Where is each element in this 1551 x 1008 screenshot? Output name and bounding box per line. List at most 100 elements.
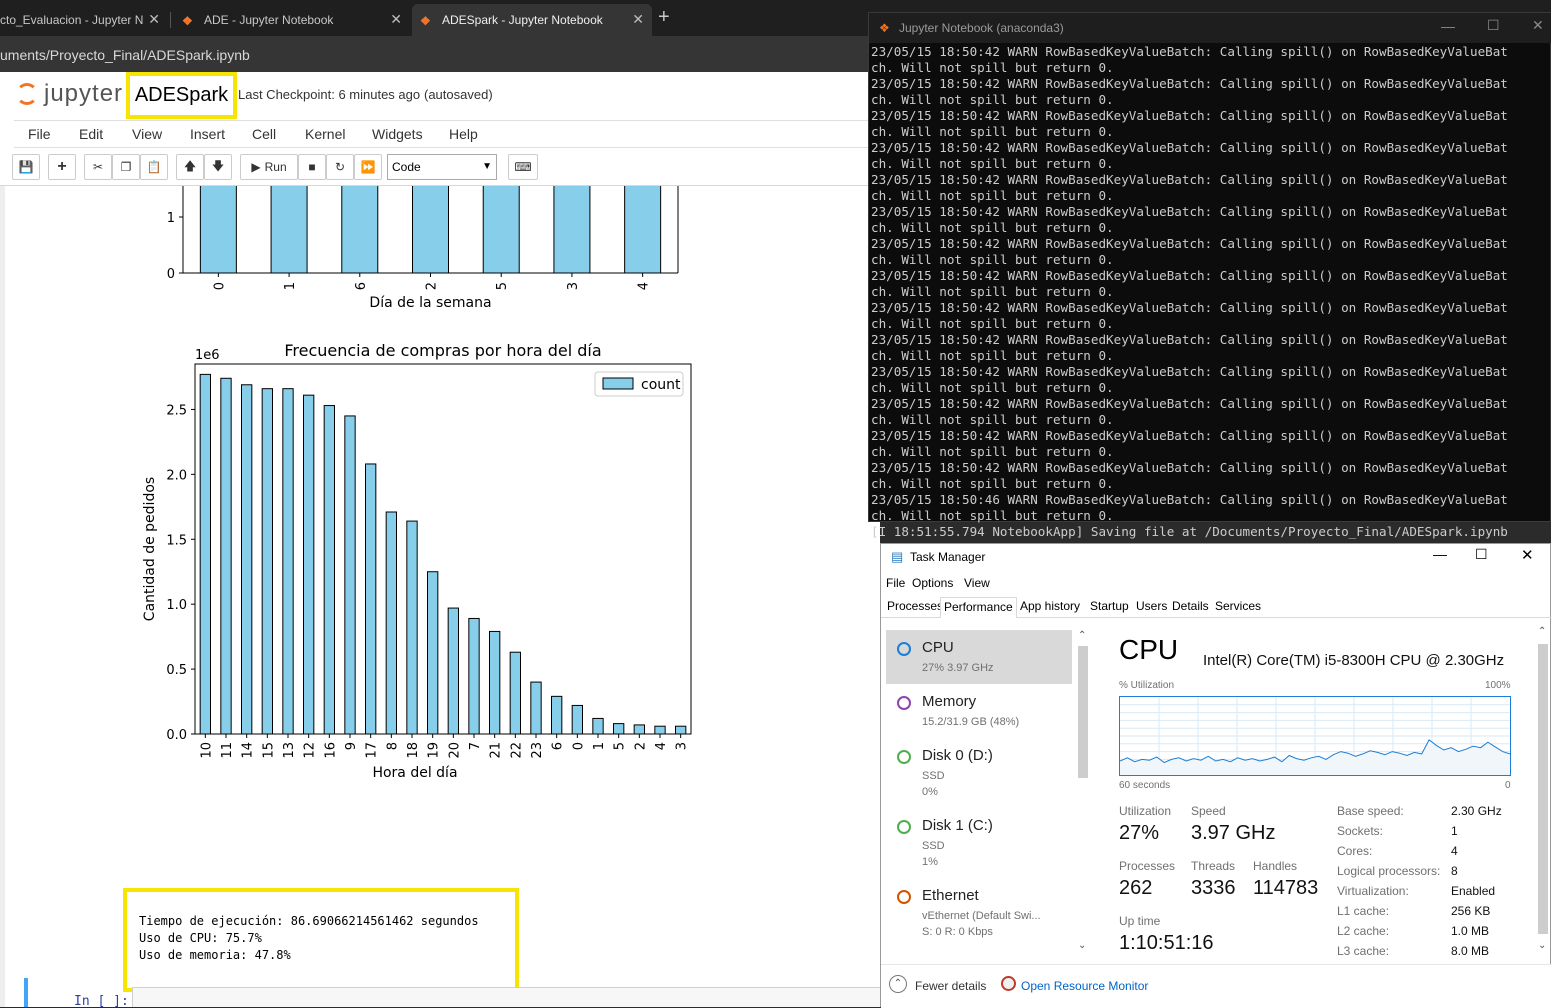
bar-hour-21	[489, 630, 501, 735]
console-line: ch. Will not spill but return 0.	[871, 60, 1114, 75]
console-line: 23/05/15 18:50:42 WARN RowBasedKeyValueB…	[871, 268, 1508, 283]
run-button[interactable]: ▶ Run	[240, 154, 298, 180]
output-cpu: Uso de CPU: 75.7%	[139, 931, 262, 945]
save-button[interactable]: 💾	[12, 154, 40, 180]
notebook-name[interactable]: ADESpark	[126, 72, 237, 119]
cut-button[interactable]: ✂	[84, 154, 112, 180]
spec-label: L3 cache:	[1337, 944, 1390, 958]
jupyter-logo-icon	[16, 83, 38, 105]
interrupt-button[interactable]: ■	[298, 154, 326, 180]
jupyter-icon: ❖	[879, 21, 890, 35]
spec-label: L1 cache:	[1337, 904, 1390, 918]
close-icon[interactable]: ✕	[1521, 547, 1534, 564]
menu-help[interactable]: Help	[449, 126, 478, 142]
console-line: 23/05/15 18:50:42 WARN RowBasedKeyValueB…	[871, 204, 1508, 219]
jupyter-logo[interactable]: jupyter	[16, 78, 123, 110]
chevron-down-icon[interactable]: ⌄	[1538, 940, 1547, 951]
fewer-details-link[interactable]: Fewer details	[915, 979, 987, 993]
chevron-up-icon[interactable]: ⌃	[1538, 626, 1547, 637]
cell-type-select[interactable]: Code ▼	[387, 154, 497, 180]
input-cell[interactable]: In [ ]:	[24, 978, 880, 1007]
tm-menu-options[interactable]: Options	[912, 576, 954, 590]
close-icon[interactable]: ✕	[632, 11, 644, 27]
menu-cell[interactable]: Cell	[252, 126, 277, 142]
menu-edit[interactable]: Edit	[79, 126, 104, 142]
add-cell-button[interactable]: +	[48, 154, 76, 180]
keyboard-icon: ⌨	[514, 160, 532, 174]
top-chart-bar	[270, 186, 308, 274]
jupyter-tab-icon: ❖	[182, 14, 193, 28]
output-memory: Uso de memoria: 47.8%	[139, 948, 291, 962]
menu-widgets[interactable]: Widgets	[372, 126, 423, 142]
close-icon[interactable]: ✕	[1532, 17, 1544, 33]
menu-view[interactable]: View	[132, 126, 163, 142]
tab-services[interactable]: Services	[1215, 599, 1262, 613]
browser-tab-evaluacion[interactable]: cto_Evaluacion - Jupyter N ✕	[0, 4, 168, 36]
restart-button[interactable]: ↻	[326, 154, 354, 180]
chevron-up-icon[interactable]: ⌃	[889, 975, 907, 993]
resource-cpu[interactable]: CPU 27% 3.97 GHz	[886, 630, 1072, 684]
task-manager-window: ▤ Task Manager — ☐ ✕ File Options View P…	[880, 543, 1551, 1008]
disk-dot-icon	[897, 750, 911, 764]
tab-details[interactable]: Details	[1172, 599, 1209, 613]
browser-tab-ade[interactable]: ❖ ADE - Jupyter Notebook ✕	[174, 4, 410, 36]
restart-run-all-button[interactable]: ⏩	[354, 154, 382, 180]
processes-label: Processes	[1119, 859, 1176, 873]
menu-kernel[interactable]: Kernel	[305, 126, 346, 142]
bar-hour-15	[261, 388, 273, 735]
handles-label: Handles	[1253, 859, 1298, 873]
maximize-icon[interactable]: ☐	[1475, 546, 1488, 562]
menu-insert[interactable]: Insert	[190, 126, 226, 142]
open-resource-monitor-link[interactable]: Open Resource Monitor	[1021, 979, 1149, 993]
util-max-label: 100%	[1485, 680, 1511, 691]
resource-disk-0[interactable]: Disk 0 (D:) SSD 0%	[886, 738, 1072, 808]
graph-min-label: 0	[1505, 780, 1511, 791]
console-line: 23/05/15 18:50:42 WARN RowBasedKeyValueB…	[871, 428, 1508, 443]
resource-ethernet[interactable]: Ethernet vEthernet (Default Swi... S: 0 …	[886, 878, 1072, 948]
minimize-icon[interactable]: —	[1433, 546, 1447, 562]
spec-value: 8	[1451, 864, 1458, 878]
spec-label: Logical processors:	[1337, 864, 1441, 878]
x-tick-label: 16	[323, 742, 338, 759]
maximize-icon[interactable]: ☐	[1487, 17, 1500, 33]
tab-startup[interactable]: Startup	[1090, 599, 1129, 613]
tab-users[interactable]: Users	[1136, 599, 1168, 613]
autosave-status: (autosaved)	[424, 87, 493, 102]
command-palette-button[interactable]: ⌨	[508, 154, 538, 180]
chevron-up-icon[interactable]: ⌃	[1078, 630, 1087, 641]
chevron-down-icon[interactable]: ⌄	[1078, 940, 1087, 951]
restart-icon: ↻	[334, 160, 346, 174]
y-tick-label: 1.5	[166, 533, 187, 548]
detail-scrollbar[interactable]: ⌃ ⌄	[1536, 626, 1550, 956]
x-tick-label: 22	[509, 742, 524, 759]
x-tick-label: 17	[365, 742, 380, 759]
console-line: ch. Will not spill but return 0.	[871, 380, 1114, 395]
close-icon[interactable]: ✕	[148, 11, 160, 27]
resource-list-scrollbar[interactable]: ⌃ ⌄	[1076, 630, 1090, 954]
top-chart-tick-label: 0	[212, 282, 227, 290]
move-up-button[interactable]: 🡅	[176, 154, 204, 180]
resource-memory[interactable]: Memory 15.2/31.9 GB (48%)	[886, 684, 1072, 738]
tab-app-history[interactable]: App history	[1020, 599, 1081, 613]
close-icon[interactable]: ✕	[390, 11, 402, 27]
tm-menu-view[interactable]: View	[964, 576, 990, 590]
move-down-button[interactable]: 🡇	[204, 154, 232, 180]
jupyter-header: jupyter ADESpark Last Checkpoint: 6 minu…	[0, 72, 880, 186]
address-bar[interactable]: uments/Proyecto_Final/ADESpark.ipynb	[0, 36, 868, 72]
code-editor[interactable]	[132, 987, 880, 1007]
checkpoint-status: Last Checkpoint: 6 minutes ago	[238, 87, 421, 102]
menu-file[interactable]: File	[28, 126, 51, 142]
paste-button[interactable]: 📋	[140, 154, 168, 180]
browser-tab-adespark[interactable]: ❖ ADESpark - Jupyter Notebook ✕	[412, 4, 652, 36]
plus-icon: +	[57, 158, 67, 175]
new-tab-button[interactable]: +	[658, 6, 670, 28]
minimize-icon[interactable]: —	[1441, 18, 1455, 34]
console-line: ch. Will not spill but return 0.	[871, 92, 1114, 107]
resource-disk-1[interactable]: Disk 1 (C:) SSD 1%	[886, 808, 1072, 878]
bar-hour-20	[447, 607, 459, 735]
tm-menu-file[interactable]: File	[886, 576, 906, 590]
tab-performance[interactable]: Performance	[940, 597, 1017, 618]
tab-processes[interactable]: Processes	[887, 599, 944, 613]
bar-hour-8	[385, 511, 397, 735]
copy-button[interactable]: ❐	[112, 154, 140, 180]
